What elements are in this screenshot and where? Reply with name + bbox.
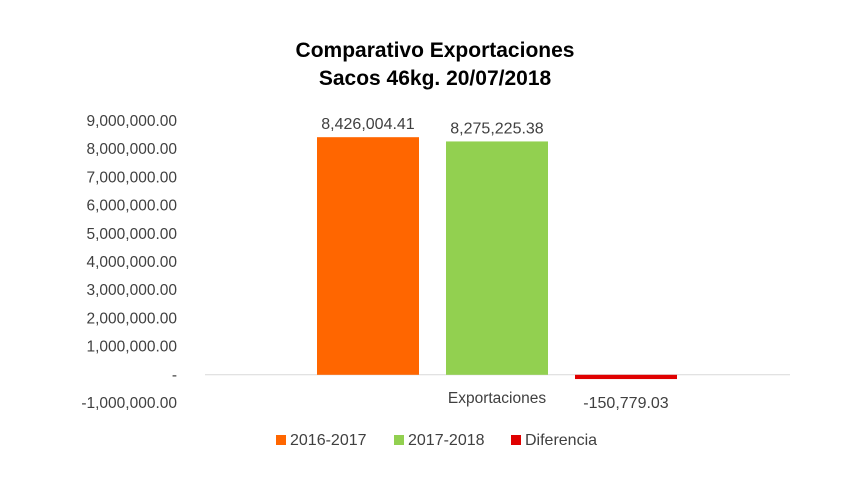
y-tick-label: 6,000,000.00 [86,198,177,215]
bar-diferencia [575,374,677,380]
y-tick-label: 7,000,000.00 [86,169,177,186]
y-tick-label: 4,000,000.00 [86,254,177,271]
y-axis-tick-labels: 9,000,000.00 8,000,000.00 7,000,000.00 6,00… [81,113,177,412]
legend-label-diferencia: Diferencia [525,432,597,449]
y-tick-label: 2,000,000.00 [86,310,177,327]
bar-2016-2017 [317,137,419,375]
data-labels-group: 8,426,004.41 8,275,225.38 -150,779.03 [321,116,669,412]
y-tick-label: - [172,367,177,384]
y-tick-label: 3,000,000.00 [86,282,177,299]
data-label-diferencia: -150,779.03 [583,395,669,412]
chart-title-line-2: Sacos 46kg. 20/07/2018 [319,67,552,90]
data-label-2016-2017: 8,426,004.41 [321,116,415,133]
legend-swatch-2017-2018 [394,435,404,445]
y-tick-label: 5,000,000.00 [86,226,177,243]
y-tick-label: 8,000,000.00 [86,141,177,158]
data-label-2017-2018: 8,275,225.38 [450,120,544,137]
category-label-exportaciones: Exportaciones [448,390,546,407]
legend-swatch-2016-2017 [276,435,286,445]
bar-2017-2018 [446,141,548,375]
y-tick-label: 1,000,000.00 [86,339,177,356]
legend-label-2016-2017: 2016-2017 [290,432,367,449]
legend: 2016-2017 2017-2018 Diferencia [276,432,597,449]
chart-title-line-1: Comparativo Exportaciones [296,39,575,62]
y-tick-label: -1,000,000.00 [81,395,177,412]
legend-swatch-diferencia [511,435,521,445]
bars-group [317,137,677,380]
legend-label-2017-2018: 2017-2018 [408,432,485,449]
y-tick-label: 9,000,000.00 [86,113,177,130]
